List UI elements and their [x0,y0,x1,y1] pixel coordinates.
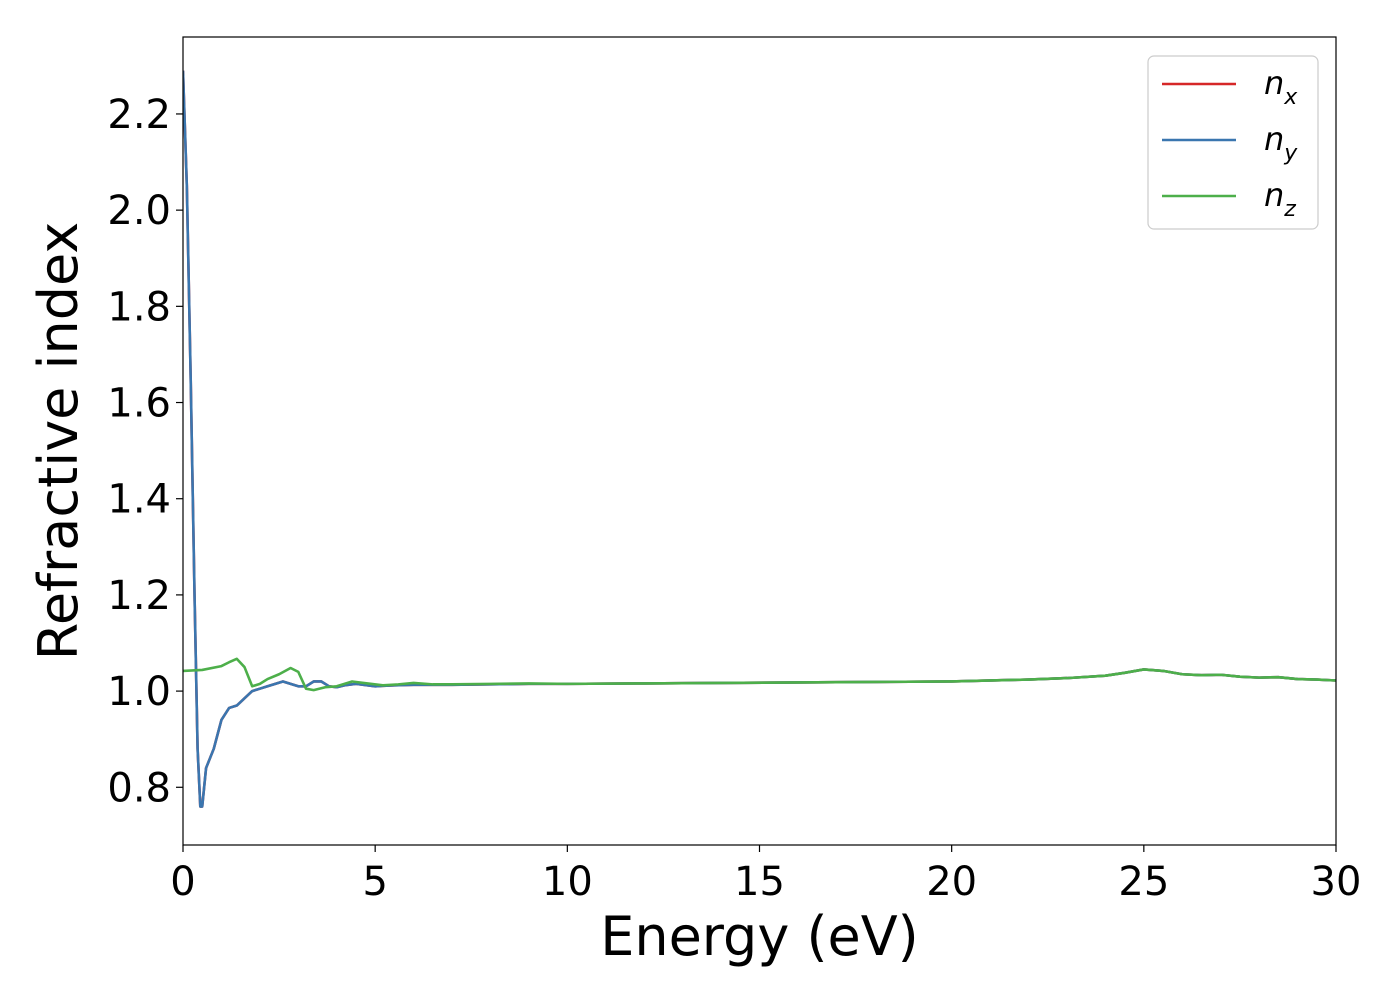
x-tick-label: 5 [362,859,387,905]
x-tick-label: 30 [1311,859,1362,905]
y-tick-label: 0.8 [107,765,171,811]
legend-box [1147,55,1319,230]
y-axis-title: Refractive index [27,222,90,661]
y-axis: 0.8 1.0 1.2 1.4 1.6 1.8 2.0 2.2 [107,92,183,811]
y-tick-label: 1.0 [107,669,171,715]
x-tick-label: 20 [926,859,977,905]
y-tick-label: 2.0 [107,188,171,234]
legend-label-z: nz [1264,176,1296,222]
x-tick-label: 25 [1118,859,1169,905]
x-tick-label: 10 [542,859,593,905]
series-line-z [183,657,1336,692]
x-axis: 0 5 10 15 20 25 30 [170,845,1361,905]
legend-label-y: ny [1264,120,1298,166]
y-tick-label: 1.8 [107,284,171,330]
legend-label-x: nx [1264,64,1298,110]
y-tick-label: 1.6 [107,381,171,427]
x-tick-label: 15 [734,859,785,905]
x-tick-label: 0 [170,859,195,905]
y-tick-label: 1.4 [107,477,171,523]
series-layer [183,70,1336,808]
y-tick-label: 2.2 [107,92,171,138]
x-axis-title: Energy (eV) [600,905,919,968]
legend: nx ny nz [1147,55,1319,230]
y-tick-label: 1.2 [107,573,171,619]
